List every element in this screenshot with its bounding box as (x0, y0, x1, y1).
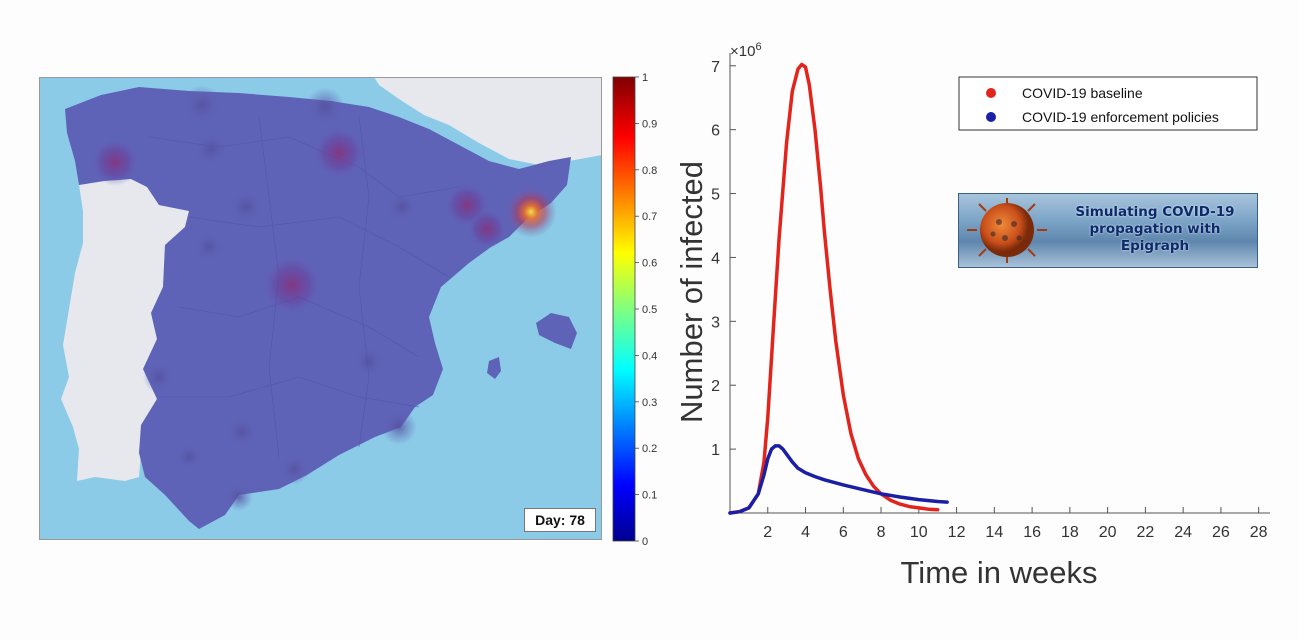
series-line-enforcement (728, 444, 949, 515)
x-tick-label: 10 (910, 524, 928, 541)
banner-line-1: Simulating COVID-19 (1075, 204, 1235, 220)
france-land (374, 77, 602, 165)
legend-enforcement-label: COVID-19 enforcement policies (1022, 109, 1219, 125)
colorbar-tick-label: 0.4 (642, 350, 657, 362)
x-tick-label: 16 (1023, 524, 1041, 541)
legend-baseline-marker (986, 88, 996, 98)
legend: COVID-19 baseline COVID-19 enforcement p… (958, 76, 1258, 131)
colorbar-tick-label: 0 (642, 536, 648, 548)
x-tick-label: 6 (839, 524, 848, 541)
x-tick-label: 14 (985, 524, 1003, 541)
x-tick-label: 24 (1174, 524, 1192, 541)
day-counter: Day: 78 (524, 508, 596, 532)
y-multiplier: ×106 (730, 41, 762, 60)
colorbar-tick-label: 0.6 (642, 258, 657, 270)
banner-line-2: propagation with (1089, 221, 1221, 237)
chart-series (728, 62, 949, 515)
x-tick-label: 4 (801, 524, 810, 541)
x-tick-label: 26 (1212, 524, 1230, 541)
x-tick-label: 2 (763, 524, 772, 541)
y-tick-label: 6 (711, 123, 720, 140)
portugal-land (61, 179, 189, 481)
y-tick-label: 4 (711, 250, 720, 267)
banner-title: Simulating COVID-19 propagation with Epi… (1055, 204, 1255, 255)
colorbar: 0 0.1 0.2 0.3 0.4 0.5 0.6 0.7 0.8 0.9 1 (605, 72, 665, 550)
legend-box (958, 76, 1258, 131)
x-tick-label: 28 (1250, 524, 1268, 541)
colorbar-tick-label: 0.3 (642, 397, 657, 409)
y-tick-label: 2 (711, 378, 720, 395)
x-tick-label: 22 (1136, 524, 1154, 541)
y-axis-label: Number of infected (674, 161, 709, 423)
banner-line-3: Epigraph (1120, 238, 1190, 254)
colorbar-tick-label: 0.9 (642, 118, 657, 130)
ibiza-island (487, 357, 501, 379)
colorbar-svg: 0 0.1 0.2 0.3 0.4 0.5 0.6 0.7 0.8 0.9 1 (612, 72, 657, 548)
colorbar-tick-label: 0.7 (642, 211, 657, 223)
colorbar-ticks: 0 0.1 0.2 0.3 0.4 0.5 0.6 0.7 0.8 0.9 1 (635, 72, 657, 548)
series-line-baseline (728, 62, 940, 515)
spain-infection-map: Day: 78 (39, 77, 602, 540)
y-tick-label: 1 (711, 442, 720, 459)
x-tick-label: 20 (1099, 524, 1117, 541)
mallorca-island (536, 313, 577, 349)
x-tick-label: 8 (877, 524, 886, 541)
legend-enforcement-marker (986, 112, 996, 122)
colorbar-gradient (612, 76, 636, 542)
infected-chart: 2 4 6 8 10 12 14 16 18 20 22 24 26 28 1 2 3 4 5 6 7 ×106 Num… (660, 30, 1280, 600)
infection-hotspots (91, 85, 557, 511)
x-axis-label: Time in weeks (901, 555, 1098, 590)
colorbar-tick-label: 0.1 (642, 490, 657, 502)
epigraph-banner: Simulating COVID-19 propagation with Epi… (958, 193, 1258, 268)
y-tick-label: 7 (711, 59, 720, 76)
colorbar-tick-label: 1 (642, 72, 648, 84)
x-tick-label: 18 (1061, 524, 1079, 541)
colorbar-tick-label: 0.8 (642, 165, 657, 177)
virus-icon (967, 198, 1047, 263)
map-svg (39, 77, 602, 540)
spain-mainland (65, 87, 571, 529)
map-frame (39, 77, 602, 540)
legend-baseline-label: COVID-19 baseline (1022, 85, 1143, 101)
y-tick-label: 5 (711, 187, 720, 204)
x-tick-label: 12 (948, 524, 966, 541)
colorbar-tick-label: 0.2 (642, 443, 657, 455)
y-tick-label: 3 (711, 314, 720, 331)
colorbar-tick-label: 0.5 (642, 304, 657, 316)
